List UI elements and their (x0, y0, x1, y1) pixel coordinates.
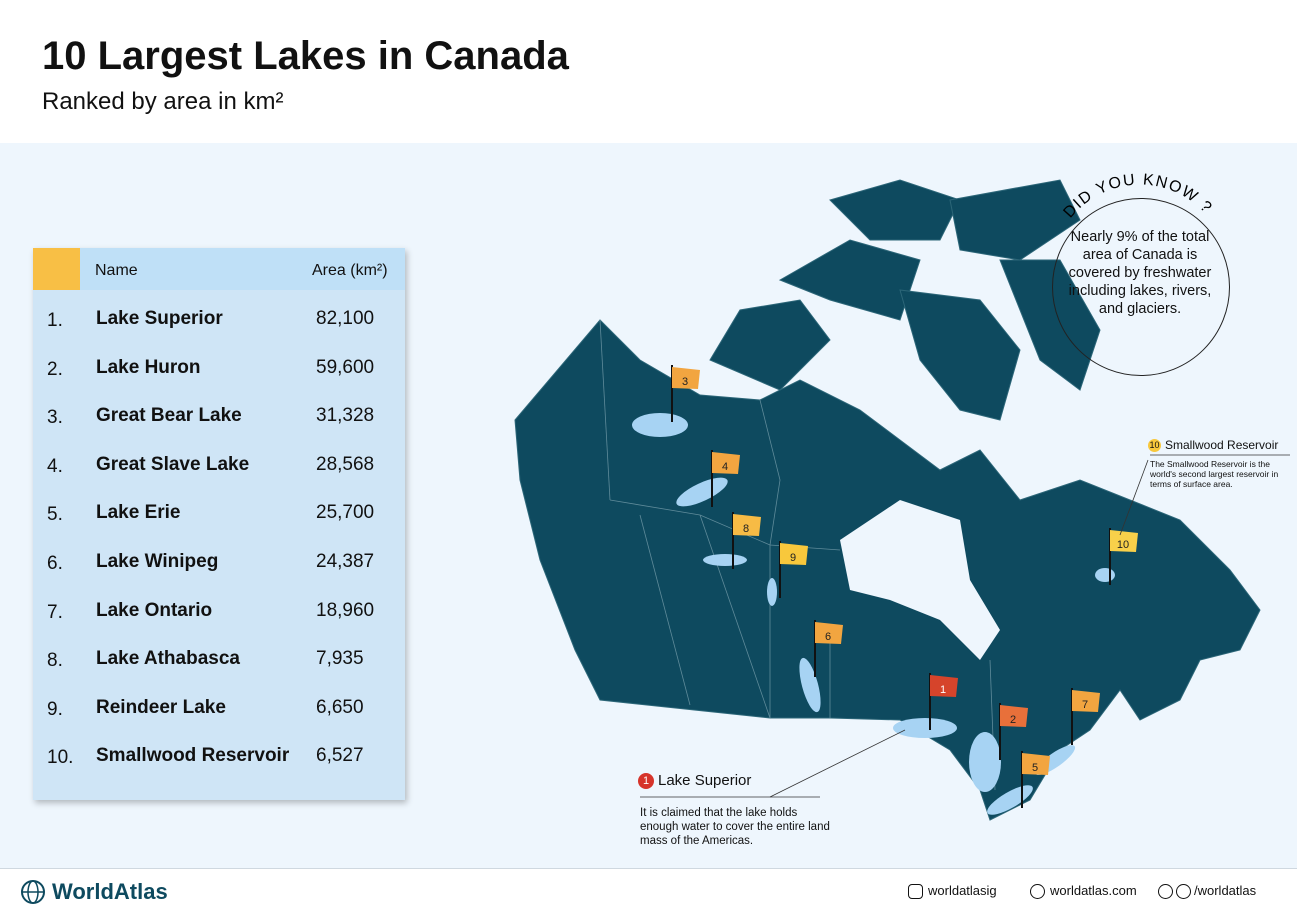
instagram[interactable]: worldatlasig (908, 883, 997, 900)
did-you-know-circle (1052, 198, 1230, 376)
annotation-title: 10 Smallwood Reservoir (1148, 438, 1279, 453)
area: 31,328 (316, 405, 375, 427)
lake-name: Lake Winipeg (96, 551, 219, 572)
flag-number: 8 (743, 523, 749, 535)
rank: 2. (47, 358, 63, 380)
table-row: 2. Lake Huron 59,600 (33, 345, 405, 393)
title: 10 Largest Lakes in Canada (42, 34, 569, 78)
table-row: 5. Lake Erie 25,700 (33, 490, 405, 538)
badge: 10 (1148, 439, 1161, 453)
flag-number: 7 (1082, 699, 1088, 711)
annotation-text: The Smallwood Reservoir is the world's s… (1150, 459, 1279, 489)
annotation-title: Smallwood Reservoir (1165, 438, 1279, 452)
lake-name: Smallwood Reservoir (96, 745, 290, 767)
table-row: 7. Lake Ontario 18,960 (33, 588, 405, 636)
logo-icon (21, 880, 45, 904)
flag-number: 3 (682, 376, 688, 388)
area: 6,650 (316, 696, 364, 718)
column-header: Area (km²) (312, 262, 388, 279)
flag-number: 1 (940, 684, 946, 696)
table-row: 4. Great Slave Lake 28,568 (33, 442, 405, 490)
lake-name: Reindeer Lake (96, 696, 226, 718)
social-handle: /worldatlas (1194, 883, 1257, 898)
area: 24,387 (316, 551, 375, 572)
website-url: worldatlas.com (1050, 883, 1137, 898)
table-row: 9. Reindeer Lake 6,650 (33, 685, 405, 733)
rank: 4. (47, 455, 63, 477)
lake-name: Lake Superior (96, 308, 223, 329)
flag-number: 2 (1010, 714, 1016, 726)
table-row: 10. Smallwood Reservoir 6,527 (33, 733, 405, 781)
flag-number: 10 (1117, 539, 1129, 551)
flag (1000, 705, 1028, 727)
lake-name: Lake Athabasca (96, 648, 240, 670)
area: 7,935 (316, 648, 364, 670)
rank: 9. (47, 698, 63, 720)
flag (1072, 690, 1100, 712)
footer: WorldAtlas worldatlasig worldatlas.com /… (0, 868, 1297, 914)
badge: 1 (638, 773, 654, 790)
lake-name: Lake Ontario (96, 599, 213, 621)
area: 28,568 (316, 453, 375, 475)
lake-name: Lake Erie (96, 502, 181, 524)
instagram-handle: worldatlasig (928, 883, 997, 898)
flag (815, 622, 843, 644)
header-accent (33, 248, 80, 290)
rank: 3. (47, 407, 63, 429)
subtitle: Ranked by area in km² (42, 88, 284, 115)
brand: WorldAtlas (52, 879, 168, 904)
lake-name: Lake Huron (96, 356, 201, 378)
flag-number: 9 (790, 552, 796, 564)
rank: 7. (47, 601, 63, 623)
area: 82,100 (316, 308, 375, 329)
area: 6,527 (316, 745, 364, 767)
table-row: 6. Lake Winipeg 24,387 (33, 539, 405, 587)
table-row: 8. Lake Athabasca 7,935 (33, 636, 405, 684)
area: 18,960 (316, 599, 375, 621)
flag (1022, 753, 1050, 775)
lake-name: Great Slave Lake (96, 453, 250, 475)
annotation-title: Lake Superior (658, 772, 752, 789)
flag (930, 675, 958, 697)
table-row: 3. Great Bear Lake 31,328 (33, 393, 405, 441)
table: Name Area (km²) 1. Lake Superior 82,100 2. L… (33, 248, 405, 800)
flag-number: 4 (722, 461, 728, 473)
social[interactable]: /worldatlas (1158, 883, 1257, 900)
column-header: Name (95, 262, 138, 279)
flag (733, 514, 761, 536)
flag (1110, 530, 1138, 552)
table-header: Name Area (km²) (33, 248, 405, 290)
website[interactable]: worldatlas.com (1030, 883, 1137, 900)
annotation-text: It is claimed that the lake holds enough… (640, 807, 830, 847)
flag-number: 6 (825, 631, 831, 643)
rank: 10. (47, 747, 74, 769)
flag (712, 452, 740, 474)
rank: 1. (47, 310, 63, 331)
area: 59,600 (316, 356, 375, 378)
annotation-title: 1 Lake Superior (638, 772, 752, 790)
area: 25,700 (316, 502, 375, 524)
did-you-know-text: Nearly 9% of the total area of Canada is… (1068, 229, 1212, 317)
flag (780, 543, 808, 565)
rank: 8. (47, 650, 63, 672)
rank: 6. (47, 553, 63, 574)
table-row: 1. Lake Superior 82,100 (33, 296, 405, 344)
flag-number: 5 (1032, 762, 1038, 774)
flag (672, 367, 700, 389)
rank: 5. (47, 504, 63, 526)
lake-name: Great Bear Lake (96, 405, 242, 427)
